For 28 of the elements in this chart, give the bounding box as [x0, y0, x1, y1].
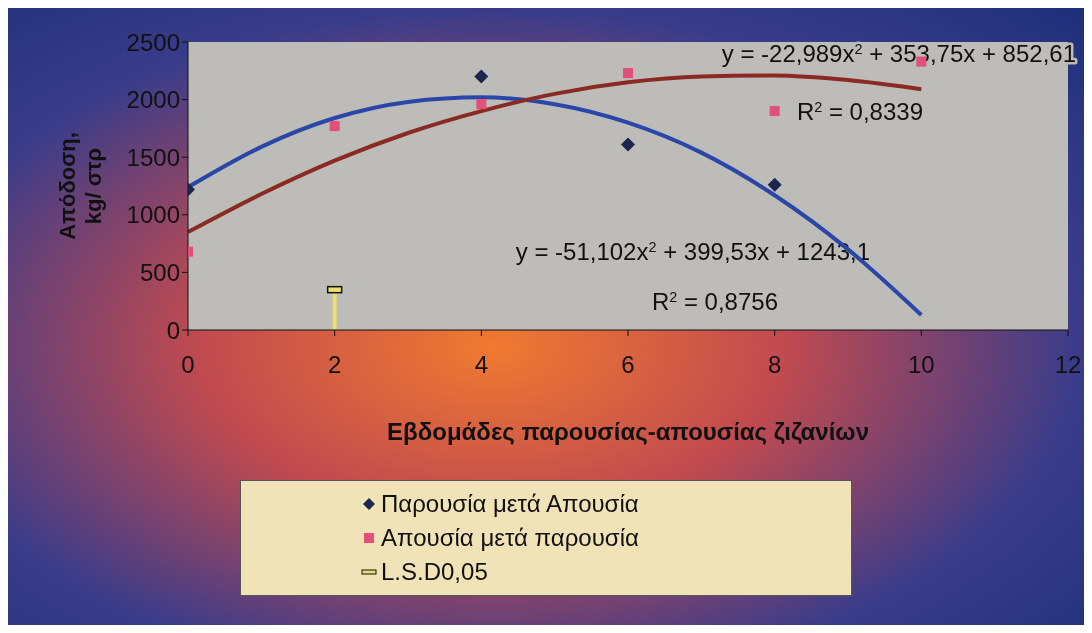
x-tick-label: 10: [907, 351, 935, 379]
x-tick-label: 4: [474, 351, 489, 379]
point: [476, 99, 487, 110]
point: [621, 137, 635, 152]
y-tick-label: 1000: [126, 201, 180, 229]
point: [623, 68, 633, 79]
legend-label: Απουσία μετά παρουσία: [381, 523, 639, 553]
annotation: R$^{2}$ = 0,8756: [651, 288, 778, 315]
y-axis-title: Απόδοση, kg/ στρ: [55, 132, 106, 240]
y-tick-label: 2000: [126, 86, 180, 114]
y-tick-label: 0: [166, 316, 180, 344]
point: [769, 106, 780, 117]
annotation: R$^{2}$ = 0,8339: [796, 98, 923, 125]
legend-label: Παρουσία μετά Απουσία: [381, 489, 639, 519]
y-tick-label: 1500: [126, 143, 180, 171]
point: [329, 121, 340, 132]
line-series: [188, 95, 924, 318]
y-tick-label: 500: [139, 258, 180, 286]
x-tick-label: 6: [621, 351, 635, 379]
legend-label: L.S.D0,05: [381, 557, 488, 587]
line-series: [188, 73, 924, 235]
point: [767, 177, 782, 192]
x-tick-label: 12: [1054, 351, 1082, 379]
x-tick-label: 8: [767, 351, 782, 379]
y-tick-label: 2500: [126, 28, 180, 56]
point: [474, 69, 489, 84]
x-tick-label: 2: [327, 351, 342, 379]
x-axis-title: Εβδομάδες παρουσίας-απουσίας ζιζανίων: [387, 418, 869, 445]
